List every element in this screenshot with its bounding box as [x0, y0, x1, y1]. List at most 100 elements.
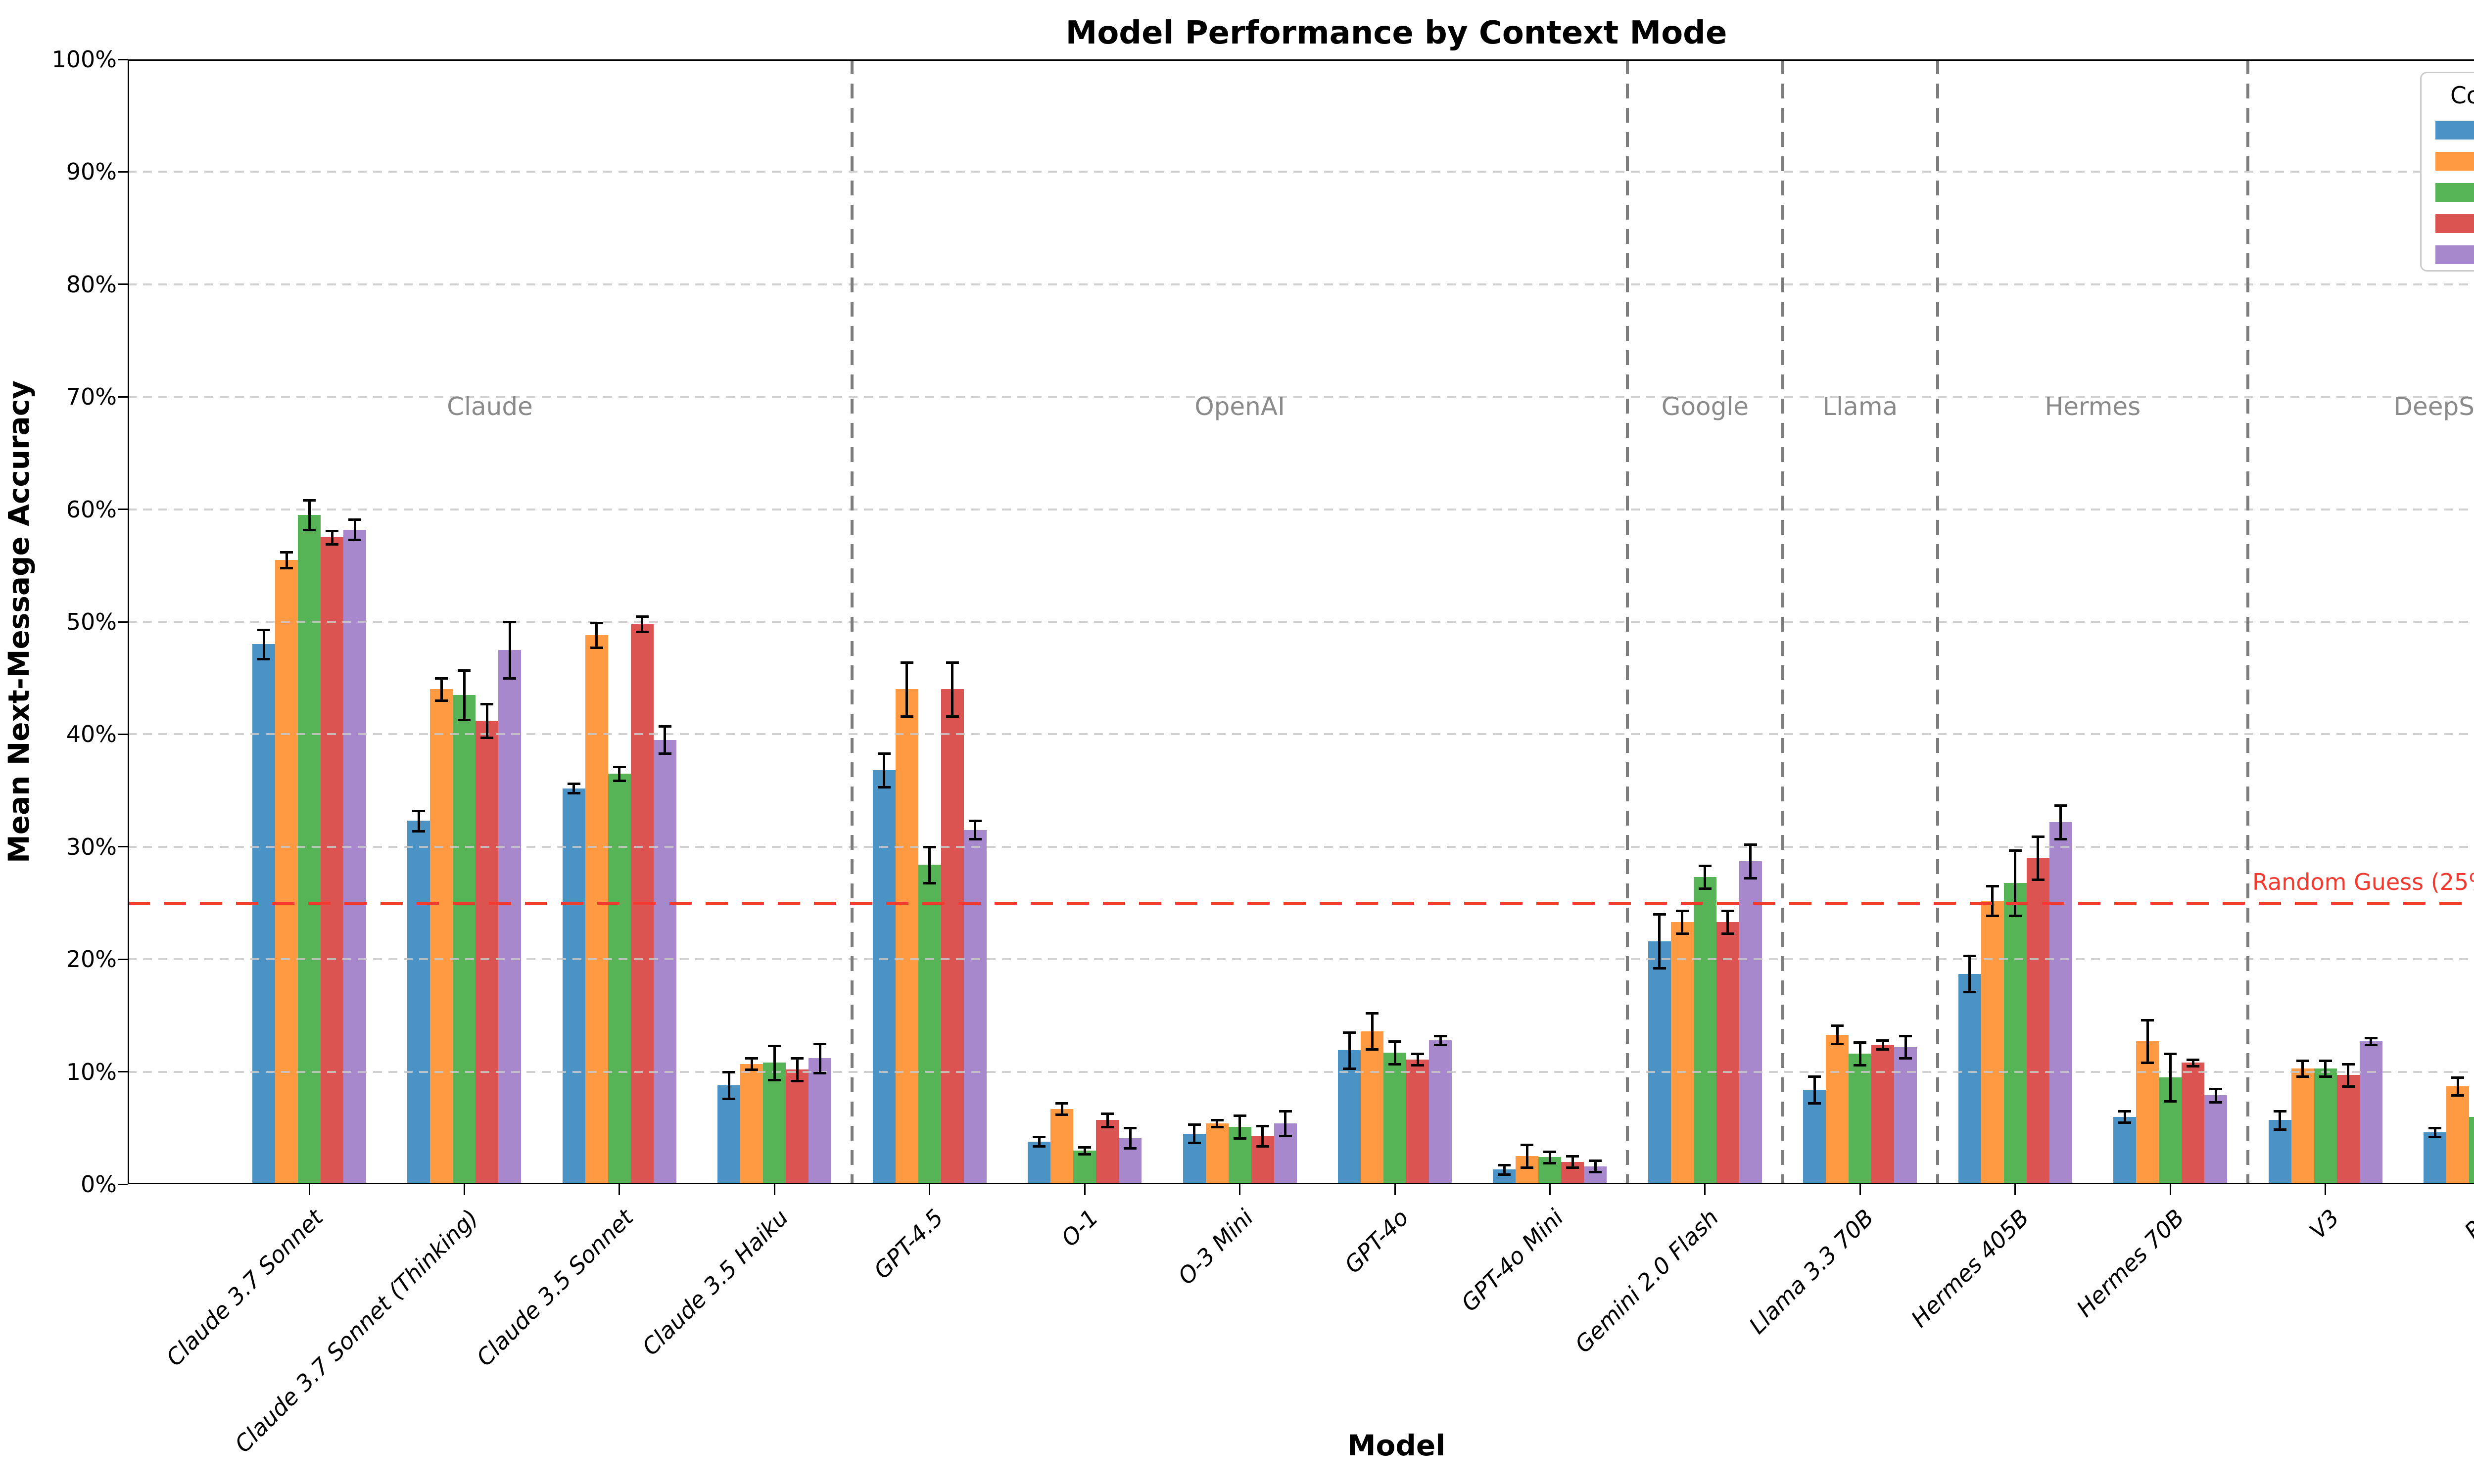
error-cap-top-9-4 [1744, 843, 1757, 846]
bar-100-summary-12 [2204, 1095, 2228, 1184]
y-tick-label-50: 50% [66, 608, 117, 635]
bar-50-raw-0 [275, 559, 298, 1184]
error-cap-bottom-9-3 [1721, 932, 1734, 935]
x-tick-13 [2325, 1184, 2327, 1195]
error-cap-top-13-4 [2364, 1037, 2378, 1040]
error-cap-top-10-2 [1854, 1041, 1867, 1044]
error-cap-top-10-0 [1808, 1075, 1821, 1078]
error-cap-top-1-2 [458, 669, 471, 672]
error-bar-11-2 [2014, 850, 2017, 916]
bar-100-raw-1 [476, 721, 499, 1184]
error-bar-8-3 [1571, 1156, 1574, 1167]
bar-50-summary-1 [453, 695, 476, 1184]
bar-100-raw-7 [1406, 1059, 1429, 1184]
error-bar-1-1 [440, 678, 443, 701]
error-cap-bottom-7-0 [1343, 1067, 1356, 1070]
gridline-90 [128, 171, 2474, 173]
group-separator-hermes [2246, 59, 2249, 1184]
y-tick-label-20: 20% [66, 946, 117, 973]
error-cap-bottom-0-0 [257, 658, 270, 661]
error-bar-0-3 [331, 530, 333, 545]
legend: Context Mode No Context50 Raw50 Summary1… [2420, 72, 2474, 272]
error-cap-top-4-1 [900, 661, 913, 664]
legend-swatch-1 [2435, 151, 2474, 171]
y-tick-20 [118, 958, 128, 960]
error-bar-11-4 [2059, 805, 2062, 839]
x-tick-label-6: O-3 Mini [1173, 1204, 1259, 1290]
error-bar-10-1 [1836, 1025, 1839, 1044]
x-tick-label-11: Hermes 405B [1905, 1204, 2034, 1333]
error-bar-11-1 [1991, 886, 1994, 916]
error-cap-top-2-2 [613, 766, 626, 769]
y-tick-label-60: 60% [66, 496, 117, 523]
bar-50-raw-9 [1670, 922, 1694, 1184]
error-cap-top-1-4 [503, 621, 517, 623]
error-bar-1-2 [463, 670, 466, 720]
bar-50-summary-9 [1693, 877, 1716, 1184]
error-cap-bottom-12-3 [2187, 1065, 2200, 1068]
error-bar-4-4 [974, 821, 977, 839]
bar-100-summary-13 [2359, 1041, 2382, 1184]
error-cap-top-2-1 [590, 622, 603, 625]
error-cap-bottom-3-2 [768, 1078, 781, 1081]
error-bar-9-4 [1749, 844, 1752, 879]
error-cap-bottom-14-1 [2451, 1094, 2465, 1097]
error-cap-top-12-0 [2118, 1110, 2132, 1113]
bar-50-raw-6 [1205, 1123, 1229, 1184]
error-cap-top-9-0 [1653, 913, 1666, 916]
error-cap-bottom-0-3 [326, 543, 338, 546]
error-cap-bottom-5-1 [1055, 1113, 1069, 1116]
error-cap-top-3-3 [791, 1057, 804, 1060]
error-cap-bottom-1-1 [435, 699, 448, 702]
error-cap-bottom-8-3 [1566, 1166, 1579, 1169]
error-cap-bottom-2-3 [635, 631, 649, 634]
x-tick-label-4: GPT-4.5 [868, 1204, 949, 1284]
error-bar-7-2 [1393, 1041, 1396, 1064]
error-cap-top-13-2 [2319, 1059, 2332, 1062]
error-cap-top-3-0 [722, 1070, 736, 1073]
random-guess-line [128, 901, 2474, 905]
error-bar-4-3 [951, 662, 954, 716]
x-tick-label-5: O-1 [1056, 1204, 1104, 1252]
legend-item-100-summary: 100 Summary [2435, 239, 2474, 270]
x-tick-label-9: Gemini 2.0 Flash [1570, 1204, 1724, 1358]
bar-no-context-0 [252, 644, 275, 1184]
error-cap-top-0-0 [257, 628, 270, 631]
error-bar-12-1 [2146, 1020, 2149, 1063]
group-separator-llama [1936, 59, 1939, 1184]
error-bar-1-3 [485, 704, 488, 738]
bar-50-raw-11 [1981, 900, 2004, 1184]
error-cap-bottom-8-2 [1543, 1161, 1557, 1164]
error-cap-bottom-6-4 [1279, 1135, 1292, 1138]
error-cap-top-6-1 [1210, 1119, 1224, 1122]
gridline-30 [128, 845, 2474, 848]
error-cap-top-11-1 [1986, 885, 1999, 888]
error-bar-6-1 [1216, 1120, 1219, 1127]
error-cap-bottom-13-4 [2364, 1044, 2378, 1047]
bar-50-summary-7 [1383, 1052, 1406, 1184]
error-cap-bottom-0-4 [348, 538, 361, 541]
error-cap-bottom-3-1 [745, 1068, 759, 1071]
group-label-hermes: Hermes [2045, 392, 2141, 421]
bar-50-summary-11 [2003, 882, 2027, 1184]
x-tick-label-7: GPT-4o [1339, 1204, 1414, 1279]
error-cap-top-7-4 [1434, 1034, 1447, 1037]
error-cap-top-14-1 [2451, 1076, 2465, 1079]
error-bar-13-2 [2324, 1060, 2327, 1076]
y-tick-60 [118, 509, 128, 510]
bar-no-context-12 [2113, 1116, 2137, 1184]
bar-100-summary-3 [809, 1058, 832, 1184]
error-bar-6-2 [1238, 1115, 1241, 1138]
error-bar-0-4 [353, 519, 356, 540]
error-cap-bottom-7-4 [1434, 1044, 1447, 1047]
error-cap-top-11-4 [2054, 804, 2067, 807]
x-tick-0 [308, 1184, 310, 1195]
y-tick-0 [118, 1183, 128, 1185]
y-tick-label-30: 30% [66, 833, 117, 860]
error-cap-bottom-3-0 [722, 1098, 736, 1101]
error-cap-bottom-6-3 [1256, 1145, 1269, 1148]
error-cap-top-0-2 [303, 499, 316, 502]
error-cap-top-1-1 [435, 677, 448, 680]
group-separator-claude [851, 59, 854, 1184]
